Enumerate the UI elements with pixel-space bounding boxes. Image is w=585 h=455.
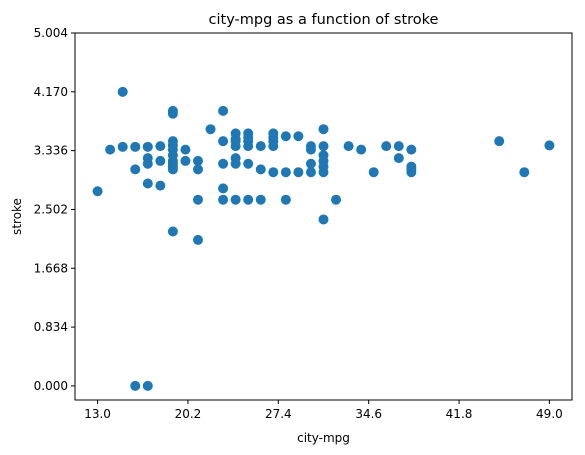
data-point [318,141,329,152]
data-point [255,164,266,175]
data-point [218,105,229,116]
data-point [142,141,153,152]
data-point [180,144,191,155]
data-point [218,183,229,194]
data-point [280,167,291,178]
y-tick-label: 2.502 [34,202,68,216]
data-point [205,124,216,135]
data-point [519,167,530,178]
data-point [105,144,116,155]
data-point [368,167,379,178]
x-tick-label: 27.4 [265,407,292,421]
data-point [192,194,203,205]
data-point [381,141,392,152]
data-point [230,158,241,169]
x-tick-label: 20.2 [175,407,202,421]
y-axis-label: stroke [10,198,24,235]
data-point [230,194,241,205]
data-point [293,131,304,142]
data-point [280,131,291,142]
data-points [92,86,555,391]
y-tick-label: 4.170 [34,85,68,99]
data-point [218,194,229,205]
data-point [243,194,254,205]
data-point [117,141,128,152]
data-point [305,158,316,169]
y-tick-label: 3.336 [34,144,68,158]
data-point [318,214,329,225]
data-point [280,194,291,205]
data-point [406,167,417,178]
data-point [305,167,316,178]
data-point [243,158,254,169]
data-point [192,164,203,175]
x-tick-label: 13.0 [84,407,111,421]
data-point [318,167,329,178]
x-axis-label: city-mpg [297,431,350,445]
data-point [255,194,266,205]
data-point [494,136,505,147]
data-point [130,141,141,152]
data-point [318,124,329,135]
data-point [218,136,229,147]
data-point [130,380,141,391]
y-axis-ticks: 0.000 0.834 1.668 2.502 3.336 4.170 5.004 [34,26,75,393]
data-point [268,141,279,152]
data-point [155,155,166,166]
data-point [142,158,153,169]
chart-title: city-mpg as a function of stroke [209,12,439,28]
y-tick-label: 5.004 [34,26,68,40]
data-point [230,141,241,152]
data-point [155,141,166,152]
data-point [117,86,128,97]
data-point [155,180,166,191]
data-point [393,153,404,164]
y-tick-label: 1.668 [34,261,68,275]
y-tick-label: 0.000 [34,379,68,393]
x-tick-label: 49.0 [536,407,563,421]
data-point [544,140,555,151]
data-point [343,141,354,152]
x-tick-label: 41.8 [446,407,473,421]
data-point [243,141,254,152]
x-tick-label: 34.6 [355,407,382,421]
data-point [92,186,103,197]
data-point [130,164,141,175]
data-point [167,164,178,175]
data-point [406,144,417,155]
data-point [218,158,229,169]
data-point [268,167,279,178]
data-point [142,380,153,391]
data-point [167,226,178,237]
data-point [180,155,191,166]
data-point [142,178,153,189]
data-point [331,194,342,205]
data-point [393,141,404,152]
x-axis-ticks: 13.0 20.2 27.4 34.6 41.8 49.0 [84,400,563,421]
data-point [192,155,203,166]
axes-frame [74,32,573,401]
y-tick-label: 0.834 [34,320,68,334]
data-point [305,144,316,155]
data-point [293,167,304,178]
data-point [167,105,178,116]
data-point [255,141,266,152]
data-point [192,234,203,245]
data-point [356,144,367,155]
